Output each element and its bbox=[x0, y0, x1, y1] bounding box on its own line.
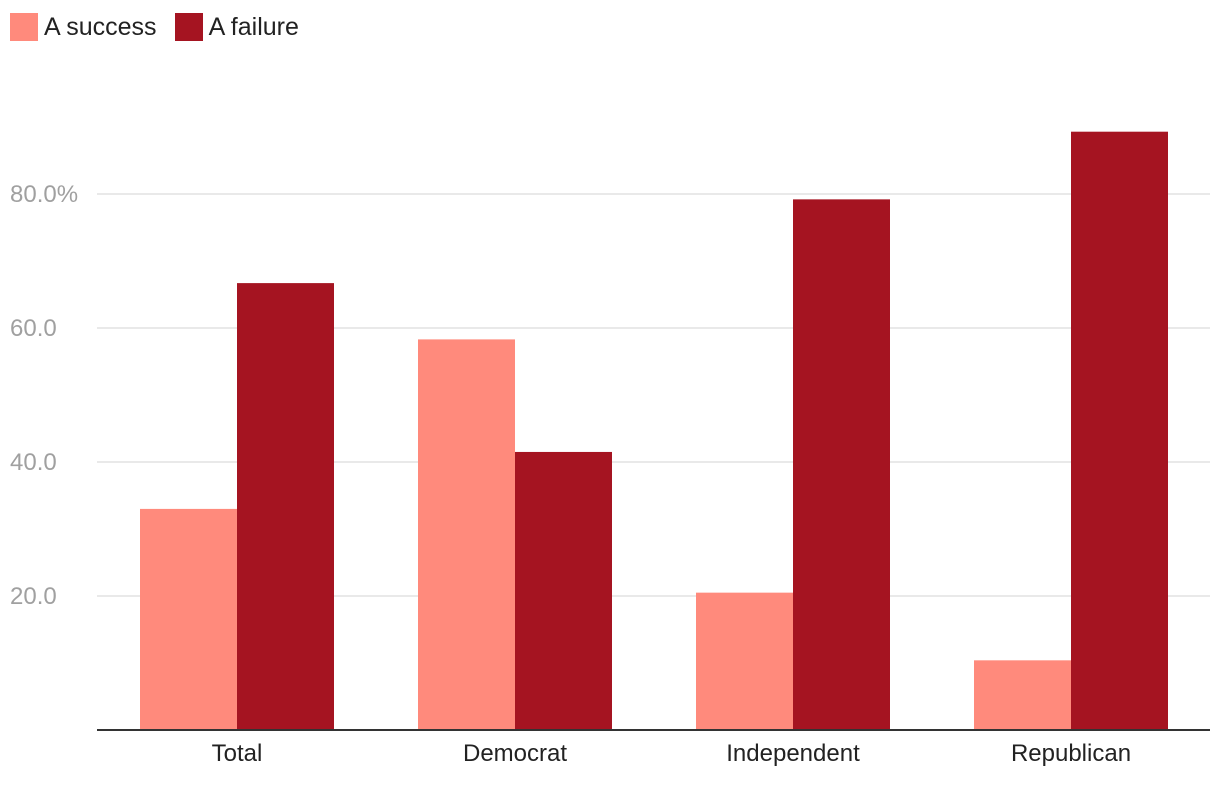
bar-republican-failure bbox=[1071, 131, 1168, 730]
legend-label-success: A success bbox=[44, 13, 157, 41]
bar-independent-failure bbox=[793, 199, 890, 731]
y-tick-label-1: 40.0 bbox=[10, 449, 57, 476]
legend-item-success: A success bbox=[10, 10, 157, 44]
bar-republican-success bbox=[974, 660, 1071, 730]
legend-swatch-success bbox=[10, 13, 38, 41]
bar-total-success bbox=[140, 508, 237, 730]
legend-item-failure: A failure bbox=[174, 10, 299, 44]
x-axis-category-labels: Total Democrat Independent Republican bbox=[212, 740, 1131, 767]
legend-label-failure: A failure bbox=[208, 13, 299, 41]
bar-democrat-failure bbox=[515, 451, 612, 730]
legend: A success A failure bbox=[10, 10, 317, 44]
y-tick-label-0: 20.0 bbox=[10, 583, 57, 610]
y-axis-tick-labels: 20.0 40.0 60.0 80.0% bbox=[10, 181, 78, 610]
x-label-republican: Republican bbox=[1011, 740, 1131, 767]
bar-total-failure bbox=[237, 283, 334, 730]
x-label-democrat: Democrat bbox=[463, 740, 567, 767]
bars bbox=[140, 131, 1168, 731]
legend-swatch-failure bbox=[174, 13, 203, 41]
x-label-independent: Independent bbox=[726, 740, 860, 767]
bar-independent-success bbox=[696, 592, 793, 730]
y-tick-label-2: 60.0 bbox=[10, 315, 57, 342]
y-tick-label-3: 80.0% bbox=[10, 181, 78, 208]
x-label-total: Total bbox=[212, 740, 263, 767]
bar-democrat-success bbox=[418, 339, 515, 730]
